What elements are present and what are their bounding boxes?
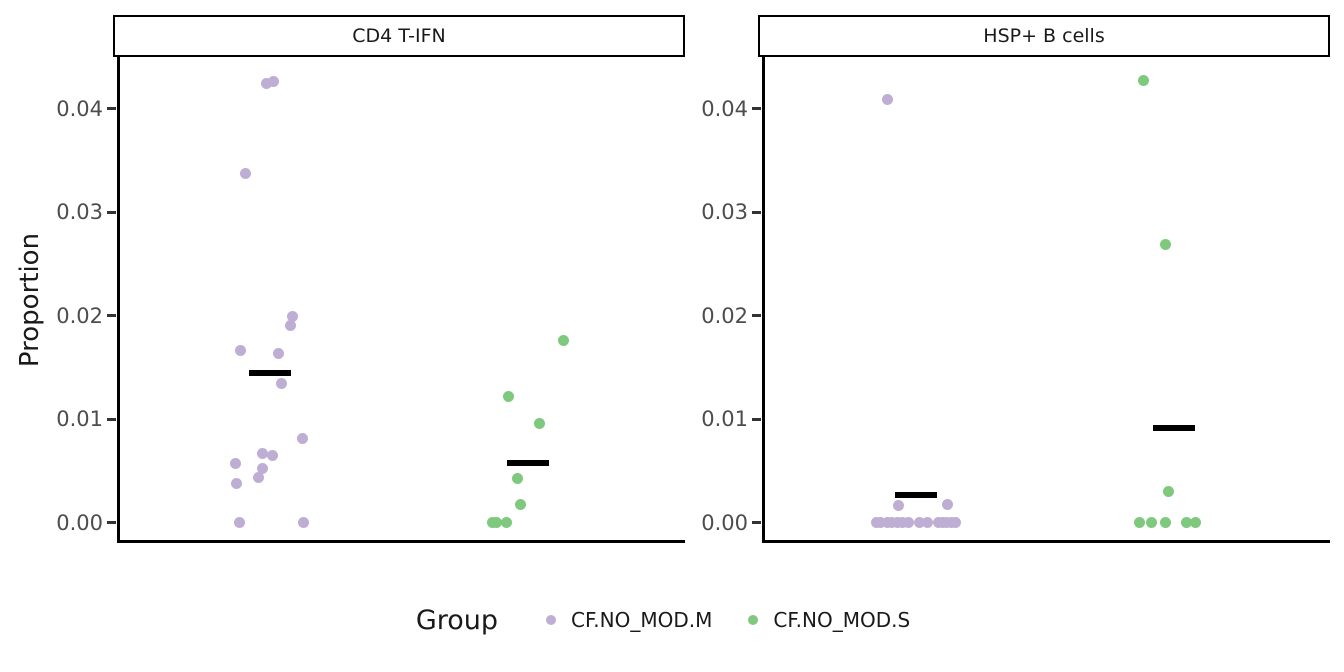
y-axis-tick-label: 0.00 xyxy=(701,510,748,535)
mean-bar xyxy=(506,459,549,466)
y-axis-tick-label: 0.01 xyxy=(701,407,748,432)
data-point xyxy=(1190,517,1202,529)
data-point xyxy=(921,517,933,529)
y-axis-tick xyxy=(107,417,116,421)
y-axis-tick-label: 0.02 xyxy=(701,303,748,328)
data-point xyxy=(252,471,264,483)
y-axis-tick xyxy=(752,107,761,110)
data-point xyxy=(949,517,961,529)
data-point xyxy=(533,417,545,429)
y-axis-tick xyxy=(752,417,761,421)
data-point xyxy=(942,498,954,510)
y-axis-title: Proportion xyxy=(15,232,45,368)
data-point xyxy=(893,499,905,511)
y-axis-tick xyxy=(107,521,116,525)
y-axis-tick xyxy=(752,314,761,318)
data-point xyxy=(272,348,284,360)
data-point xyxy=(913,517,925,529)
data-point xyxy=(557,334,569,346)
data-point xyxy=(1162,486,1174,498)
data-point xyxy=(1160,238,1172,250)
data-point xyxy=(1181,517,1193,529)
data-point xyxy=(234,345,246,357)
y-axis-tick-label: 0.03 xyxy=(701,200,748,225)
data-point xyxy=(267,449,279,461)
data-point xyxy=(297,433,309,445)
mean-bar xyxy=(1153,425,1196,432)
mean-bar xyxy=(895,491,938,498)
y-axis-tick-label: 0.03 xyxy=(56,200,103,225)
y-axis-tick-label: 0.01 xyxy=(56,407,103,432)
facet-strip-title: CD4 T-IFN xyxy=(352,25,446,47)
facet-strip-title: HSP+ B cells xyxy=(983,25,1105,47)
facet-panel xyxy=(762,57,1330,543)
data-point xyxy=(511,472,523,484)
facet-strip: CD4 T-IFN xyxy=(113,15,685,57)
data-point xyxy=(234,517,246,529)
legend-item-label: CF.NO_MOD.M xyxy=(571,608,713,632)
legend-title: Group xyxy=(415,604,499,636)
data-point xyxy=(287,311,298,323)
legend-items: CF.NO_MOD.M CF.NO_MOD.S xyxy=(528,608,928,632)
data-point xyxy=(1137,75,1149,87)
y-axis-tick-label: 0.04 xyxy=(701,96,748,121)
y-axis-tick-label: 0.00 xyxy=(56,510,103,535)
data-point xyxy=(275,378,287,390)
data-point xyxy=(229,458,241,470)
data-point xyxy=(896,517,908,529)
data-point xyxy=(515,498,527,510)
mean-bar xyxy=(248,369,291,376)
facet-strip: HSP+ B cells xyxy=(758,15,1330,57)
data-point xyxy=(1146,517,1158,529)
y-axis-tick-label: 0.04 xyxy=(56,96,103,121)
data-point xyxy=(490,517,502,529)
data-point xyxy=(298,517,310,529)
data-point xyxy=(875,517,887,529)
data-point xyxy=(268,76,280,88)
data-point xyxy=(500,517,512,529)
data-point xyxy=(256,463,268,475)
y-axis-tick xyxy=(107,107,116,110)
data-point xyxy=(240,168,252,180)
data-point xyxy=(903,517,915,529)
data-point xyxy=(886,517,897,529)
y-axis-tick xyxy=(107,210,116,214)
legend: Group CF.NO_MOD.M CF.NO_MOD.S xyxy=(0,596,1344,644)
data-point xyxy=(1159,517,1171,529)
data-point xyxy=(285,320,297,332)
legend-item: CF.NO_MOD.M xyxy=(546,608,712,632)
data-point xyxy=(231,477,243,489)
legend-key-dot xyxy=(546,615,557,625)
y-axis-tick-label: 0.02 xyxy=(56,303,103,328)
data-point xyxy=(261,78,273,90)
data-point xyxy=(256,447,268,459)
legend-key-dot xyxy=(748,615,759,625)
data-point xyxy=(503,390,515,402)
legend-item-label: CF.NO_MOD.S xyxy=(773,608,911,632)
facet-panel xyxy=(117,57,685,543)
y-axis-tick xyxy=(752,210,761,214)
data-point xyxy=(1133,517,1145,529)
legend-item: CF.NO_MOD.S xyxy=(748,608,910,632)
y-axis-tick xyxy=(752,521,761,525)
data-point xyxy=(882,93,894,105)
y-axis-tick xyxy=(107,314,116,318)
